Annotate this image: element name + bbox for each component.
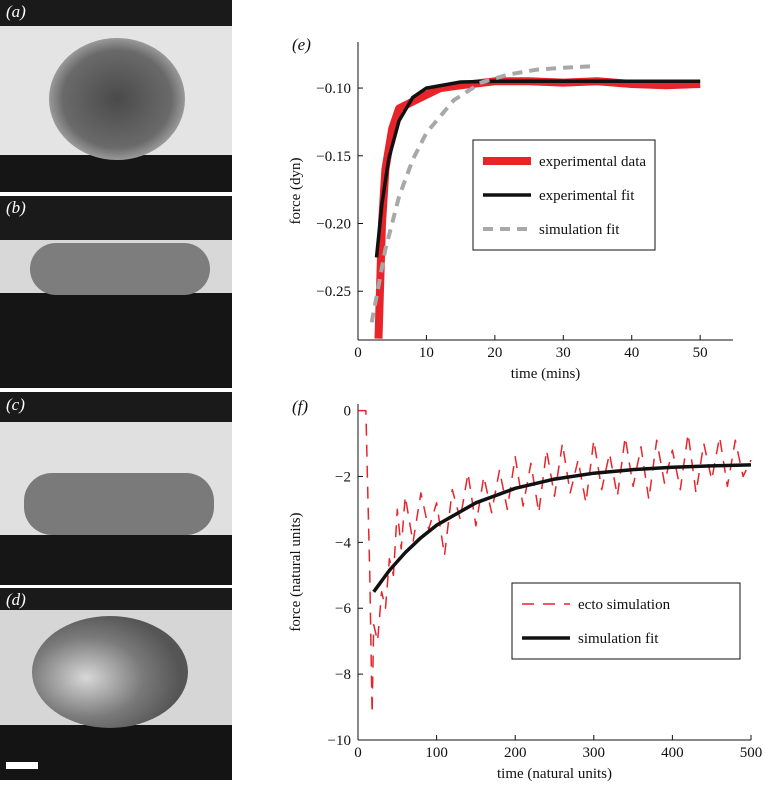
y-axis-label: force (natural units)	[288, 512, 304, 631]
x-tick-label: 0	[354, 745, 362, 761]
x-tick-label: 10	[419, 345, 434, 361]
y-tick-label: −2	[335, 469, 351, 485]
x-tick-label: 500	[740, 745, 763, 761]
y-tick-label: −4	[335, 535, 351, 551]
x-tick-label: 400	[661, 745, 684, 761]
photo-panel: (a)	[0, 0, 232, 192]
panel-label: (a)	[6, 2, 26, 21]
series-line	[372, 463, 752, 593]
x-tick-label: 0	[354, 345, 362, 361]
x-tick-label: 40	[624, 345, 639, 361]
y-tick-label: −0.15	[316, 149, 351, 165]
photo-panel: (d)	[0, 588, 232, 780]
panel-label: (e)	[292, 35, 311, 54]
scale-bar	[6, 762, 38, 769]
y-tick-label: −0.25	[316, 284, 351, 300]
y-axis-label: force (dyn)	[288, 157, 304, 224]
y-tick-label: −6	[335, 601, 351, 617]
x-tick-label: 300	[583, 745, 606, 761]
panel-label: (c)	[6, 395, 25, 414]
series-line	[374, 79, 701, 258]
y-tick-label: −0.20	[316, 217, 351, 233]
y-tick-label: 0	[344, 404, 352, 420]
legend-label: simulation fit	[539, 222, 620, 238]
y-tick-label: −0.10	[316, 81, 351, 97]
legend-label: experimental data	[539, 154, 646, 170]
x-axis-label: time (natural units)	[497, 766, 612, 782]
x-axis-label: time (mins)	[511, 366, 581, 382]
panel-label: (b)	[6, 198, 26, 217]
legend-label: ecto simulation	[578, 597, 671, 613]
legend-label: simulation fit	[578, 631, 659, 647]
x-tick-label: 50	[693, 345, 708, 361]
x-tick-label: 100	[425, 745, 448, 761]
series-line	[369, 64, 591, 323]
panel-label: (f)	[292, 397, 308, 416]
photo-panel: (c)	[0, 392, 232, 585]
x-tick-label: 200	[504, 745, 527, 761]
x-tick-label: 30	[556, 345, 571, 361]
panel-label: (d)	[6, 590, 26, 609]
legend-box	[511, 582, 741, 660]
series-line	[358, 409, 752, 715]
y-tick-label: −8	[335, 667, 351, 683]
legend-label: experimental fit	[539, 188, 635, 204]
photo-panel: (b)	[0, 196, 232, 388]
y-tick-label: −10	[328, 733, 351, 749]
x-tick-label: 20	[487, 345, 502, 361]
